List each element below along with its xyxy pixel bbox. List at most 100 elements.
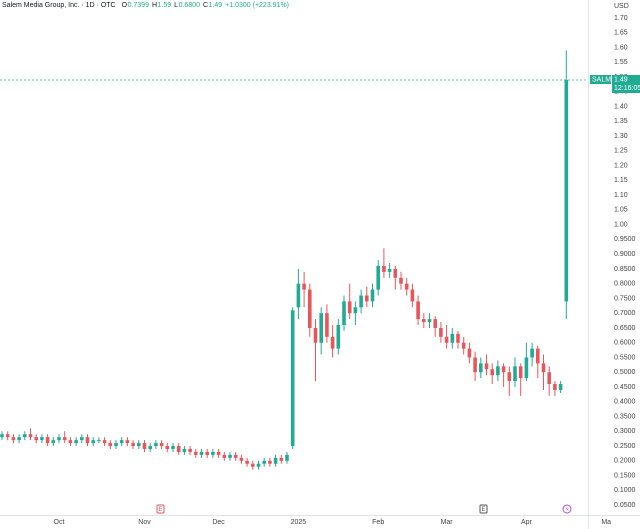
y-tick-label: 0.9500 <box>614 236 636 243</box>
candle-body <box>239 457 244 461</box>
candle-body <box>370 289 375 302</box>
candle-body <box>216 451 221 455</box>
candle-body <box>393 268 398 278</box>
candle-body <box>137 443 141 447</box>
legend-value: L <box>174 2 178 9</box>
candle-body <box>171 446 175 449</box>
candle-body <box>387 268 392 272</box>
y-tick-label: 1.60 <box>614 44 628 51</box>
earnings-icon[interactable] <box>156 504 165 514</box>
candle-body <box>279 457 284 461</box>
candle-body <box>330 336 335 349</box>
candle-body <box>125 440 130 444</box>
candle-body <box>444 336 449 343</box>
candle-body <box>28 434 33 438</box>
legend-value: +1.0300 (+223.91%) <box>225 2 289 9</box>
y-tick-label: 0.3000 <box>614 428 636 435</box>
y-tick-label: 1.55 <box>614 59 628 66</box>
candle-body <box>490 369 494 376</box>
y-tick-label: 1.15 <box>614 177 628 184</box>
candle-body <box>45 437 50 444</box>
y-tick-label: 0.8000 <box>614 281 636 288</box>
candle-body <box>404 283 409 290</box>
candle-body <box>165 446 170 449</box>
y-tick-label: 0.9000 <box>614 251 636 258</box>
candle-body <box>142 443 147 449</box>
candle-body <box>342 301 346 326</box>
candle-body <box>467 348 472 358</box>
candle-body <box>85 437 90 444</box>
earnings-icon[interactable] <box>479 504 488 514</box>
candle-body <box>353 307 358 314</box>
candle-body <box>262 460 266 464</box>
candle-body <box>461 342 466 349</box>
candle-body <box>399 277 403 284</box>
candle-body <box>302 283 306 290</box>
last-price-label: 1.49 <box>614 76 628 83</box>
y-tick-label: 1.00 <box>614 221 628 228</box>
candle-body <box>308 289 312 328</box>
y-tick-label: 0.4500 <box>614 384 636 391</box>
candle-body <box>359 295 363 308</box>
candle-body <box>313 327 318 343</box>
legend-value: C <box>203 2 208 9</box>
candle-body <box>5 434 10 438</box>
countdown-label: 12:16:05 <box>614 85 640 92</box>
candle-body <box>233 454 238 458</box>
legend-value: O <box>122 2 128 9</box>
price-badge <box>612 74 640 93</box>
candle-body <box>228 454 232 458</box>
candle-body <box>114 443 118 447</box>
candle-body <box>273 457 278 464</box>
y-tick-label: 0.2000 <box>614 458 636 465</box>
x-tick-label: Nov <box>138 519 151 526</box>
symbol-label: SALM <box>592 76 611 83</box>
candle-body <box>57 437 61 441</box>
candle-body <box>513 366 517 382</box>
candle-body <box>0 434 4 438</box>
candle-body <box>479 363 483 373</box>
x-tick-label: Oct <box>54 519 65 526</box>
candle-body <box>484 363 489 370</box>
candle-body <box>473 357 477 373</box>
candle-body <box>558 384 563 390</box>
y-tick-label: 0.1500 <box>614 472 636 479</box>
y-tick-label: 0.8500 <box>614 266 636 273</box>
candle-body <box>131 443 135 447</box>
candle-body <box>296 283 301 308</box>
candle-body <box>176 446 181 452</box>
y-tick-label: 0.5500 <box>614 354 636 361</box>
candle-body <box>74 440 78 444</box>
candle-body <box>524 357 529 379</box>
legend-value: 1.49 <box>209 2 223 9</box>
candle-body <box>285 454 289 461</box>
candle-body <box>211 451 215 455</box>
candle-body <box>319 313 323 343</box>
candle-body <box>245 460 249 464</box>
candle-body <box>62 437 67 441</box>
candle-body <box>268 460 272 464</box>
legend-value: 0.7399 <box>128 2 150 9</box>
events: E E <box>156 504 572 514</box>
candle-body <box>11 437 16 441</box>
y-tick-label: 1.40 <box>614 103 628 110</box>
candle-body <box>97 440 101 442</box>
candle-body <box>507 372 512 382</box>
x-tick-label: Dec <box>212 519 225 526</box>
y-tick-label: 1.65 <box>614 30 628 37</box>
candle-body <box>23 434 27 438</box>
candle-body <box>382 265 386 272</box>
candle-body <box>422 319 426 323</box>
y-tick-label: 1.10 <box>614 192 628 199</box>
candle-body <box>410 289 415 302</box>
candle-body <box>501 366 506 373</box>
candle-body <box>427 319 432 323</box>
x-tick-label: Feb <box>372 519 384 526</box>
candle-body <box>188 448 192 452</box>
legend-value: 0.6800 <box>179 2 201 9</box>
candle-body <box>199 451 204 455</box>
candle-body <box>518 366 523 379</box>
candle-body <box>336 325 341 349</box>
candle-body <box>416 301 420 320</box>
